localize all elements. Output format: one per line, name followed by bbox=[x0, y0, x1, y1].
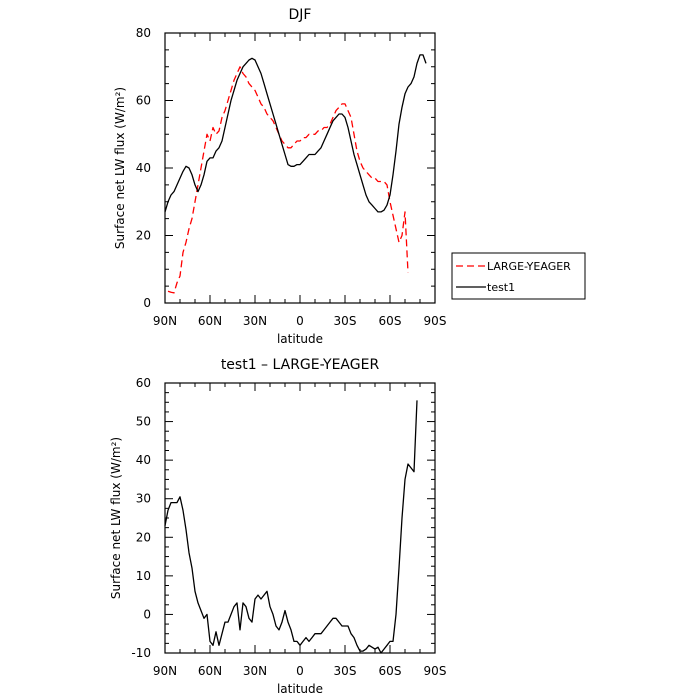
y-tick-label: 0 bbox=[143, 296, 151, 310]
plot-frame bbox=[164, 382, 436, 654]
y-tick-label: 30 bbox=[136, 492, 151, 506]
x-tick-label: 30N bbox=[243, 664, 267, 678]
x-tick-label: 30S bbox=[334, 664, 357, 678]
legend-box bbox=[451, 252, 586, 300]
x-tick-label: 60N bbox=[198, 664, 222, 678]
y-tick-label: 10 bbox=[136, 569, 151, 583]
x-tick-label: 90S bbox=[424, 664, 447, 678]
y-tick-label: 60 bbox=[136, 94, 151, 108]
y-axis-label: Surface net LW flux (W/m²) bbox=[109, 437, 123, 599]
x-tick-label: 90N bbox=[153, 664, 177, 678]
y-axis-label: Surface net LW flux (W/m²) bbox=[113, 87, 127, 249]
x-tick-label: 30N bbox=[243, 314, 267, 328]
legend-label: test1 bbox=[487, 281, 515, 294]
chart-title: DJF bbox=[289, 7, 312, 23]
x-tick-label: 90S bbox=[424, 314, 447, 328]
chart-panel-2: test1 – LARGE-YEAGER -10 0 10 20 30 40 50 60 90N 6… bbox=[109, 357, 446, 696]
y-tick-label: 40 bbox=[136, 161, 151, 175]
y-tick-label: 60 bbox=[136, 376, 151, 390]
y-tick-label: 20 bbox=[136, 530, 151, 544]
x-tick-label: 30S bbox=[334, 314, 357, 328]
y-tick-label: 40 bbox=[136, 453, 151, 467]
x-tick-label: 60S bbox=[379, 314, 402, 328]
y-tick-label: -10 bbox=[131, 646, 151, 660]
x-tick-label: 90N bbox=[153, 314, 177, 328]
x-axis-label: latitude bbox=[277, 682, 323, 696]
legend: LARGE-YEAGER test1 bbox=[451, 252, 586, 300]
series-line-difference bbox=[164, 400, 418, 654]
x-tick-label: 0 bbox=[296, 664, 304, 678]
y-tick-label: 50 bbox=[136, 415, 151, 429]
x-tick-label: 60S bbox=[379, 664, 402, 678]
x-axis-label: latitude bbox=[277, 332, 323, 346]
y-tick-label: 80 bbox=[136, 26, 151, 40]
x-tick-label: 0 bbox=[296, 314, 304, 328]
y-tick-label: 0 bbox=[143, 607, 151, 621]
legend-label: LARGE-YEAGER bbox=[487, 260, 571, 273]
series-line-test1 bbox=[164, 54, 427, 213]
chart-title: test1 – LARGE-YEAGER bbox=[221, 357, 380, 373]
x-tick-label: 60N bbox=[198, 314, 222, 328]
chart-panel-1: DJF 0 20 40 60 80 90N 60N 30N 0 30S 60S 90S latitude S… bbox=[113, 7, 586, 346]
y-tick-label: 20 bbox=[136, 229, 151, 243]
series-line-large-yeager bbox=[167, 66, 409, 294]
